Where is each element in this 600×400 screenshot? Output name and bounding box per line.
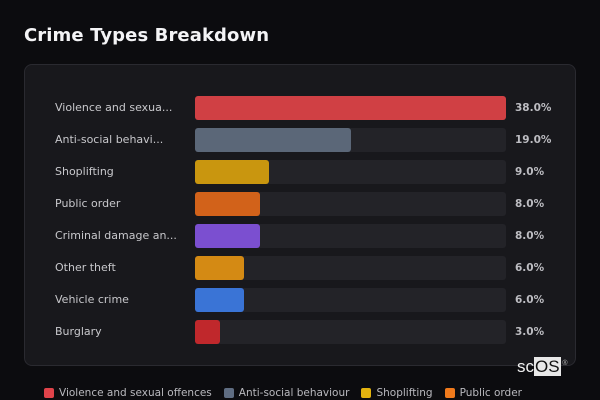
bar-value: 6.0% — [515, 294, 545, 306]
legend-label: Violence and sexual offences — [59, 387, 212, 399]
bar-fill[interactable] — [195, 256, 244, 280]
bar-label: Public order — [55, 197, 121, 210]
bar-fill[interactable] — [195, 320, 220, 344]
brand-highlight: OS — [534, 357, 561, 376]
bar-fill[interactable] — [195, 288, 244, 312]
legend-label: Public order — [459, 387, 522, 399]
legend-item[interactable]: Shoplifting — [361, 387, 433, 399]
bar-row: Shoplifting 9.0% — [25, 160, 575, 184]
bar-track — [195, 288, 506, 312]
bar-track — [195, 256, 506, 280]
legend-swatch-icon — [444, 388, 455, 398]
bar-label: Vehicle crime — [55, 293, 129, 306]
legend-label: Shoplifting — [376, 387, 433, 399]
registered-mark: ® — [562, 360, 568, 367]
bar-label: Other theft — [55, 261, 116, 274]
bar-track — [195, 192, 506, 216]
bar-row: Anti-social behavi... 19.0% — [25, 128, 575, 152]
bar-fill[interactable] — [195, 224, 260, 248]
chart-card: Violence and sexua... 38.0% Anti-social be… — [24, 64, 576, 366]
legend-item[interactable]: Public order — [444, 387, 522, 399]
bar-row: Vehicle crime 6.0% — [25, 288, 575, 312]
bar-track — [195, 160, 506, 184]
bar-value: 8.0% — [515, 198, 545, 210]
bar-track — [195, 96, 506, 120]
chart-legend: Violence and sexual offences Anti-social … — [44, 386, 522, 400]
legend-swatch-icon — [44, 388, 54, 398]
legend-item[interactable]: Anti-social behaviour — [223, 387, 350, 399]
brand-logo: scOS ® — [517, 357, 568, 377]
bar-value: 38.0% — [515, 102, 552, 114]
brand-prefix: sc — [517, 357, 534, 376]
bar-row: Public order 8.0% — [25, 192, 575, 216]
bar-fill[interactable] — [195, 192, 260, 216]
bar-value: 19.0% — [515, 134, 552, 146]
legend-label: Anti-social behaviour — [238, 387, 350, 399]
bar-fill[interactable] — [195, 128, 351, 152]
bar-value: 3.0% — [515, 326, 545, 338]
bar-row: Criminal damage an... 8.0% — [25, 224, 575, 248]
page-title: Crime Types Breakdown — [24, 25, 270, 46]
bar-value: 9.0% — [515, 166, 545, 178]
bar-label: Burglary — [55, 325, 102, 338]
bar-track — [195, 128, 506, 152]
bar-track — [195, 320, 506, 344]
bar-label: Violence and sexua... — [55, 101, 173, 114]
bar-row: Violence and sexua... 38.0% — [25, 96, 575, 120]
bar-row: Burglary 3.0% — [25, 320, 575, 344]
bar-label: Anti-social behavi... — [55, 133, 164, 146]
bar-fill[interactable] — [195, 160, 269, 184]
bar-track — [195, 224, 506, 248]
bar-row: Other theft 6.0% — [25, 256, 575, 280]
bar-fill[interactable] — [195, 96, 506, 120]
bar-value: 8.0% — [515, 230, 545, 242]
bar-label: Shoplifting — [55, 165, 114, 178]
legend-swatch-icon — [223, 388, 234, 398]
bar-label: Criminal damage an... — [55, 229, 177, 242]
bar-value: 6.0% — [515, 262, 545, 274]
legend-swatch-icon — [361, 388, 372, 398]
legend-item[interactable]: Violence and sexual offences — [44, 387, 212, 399]
